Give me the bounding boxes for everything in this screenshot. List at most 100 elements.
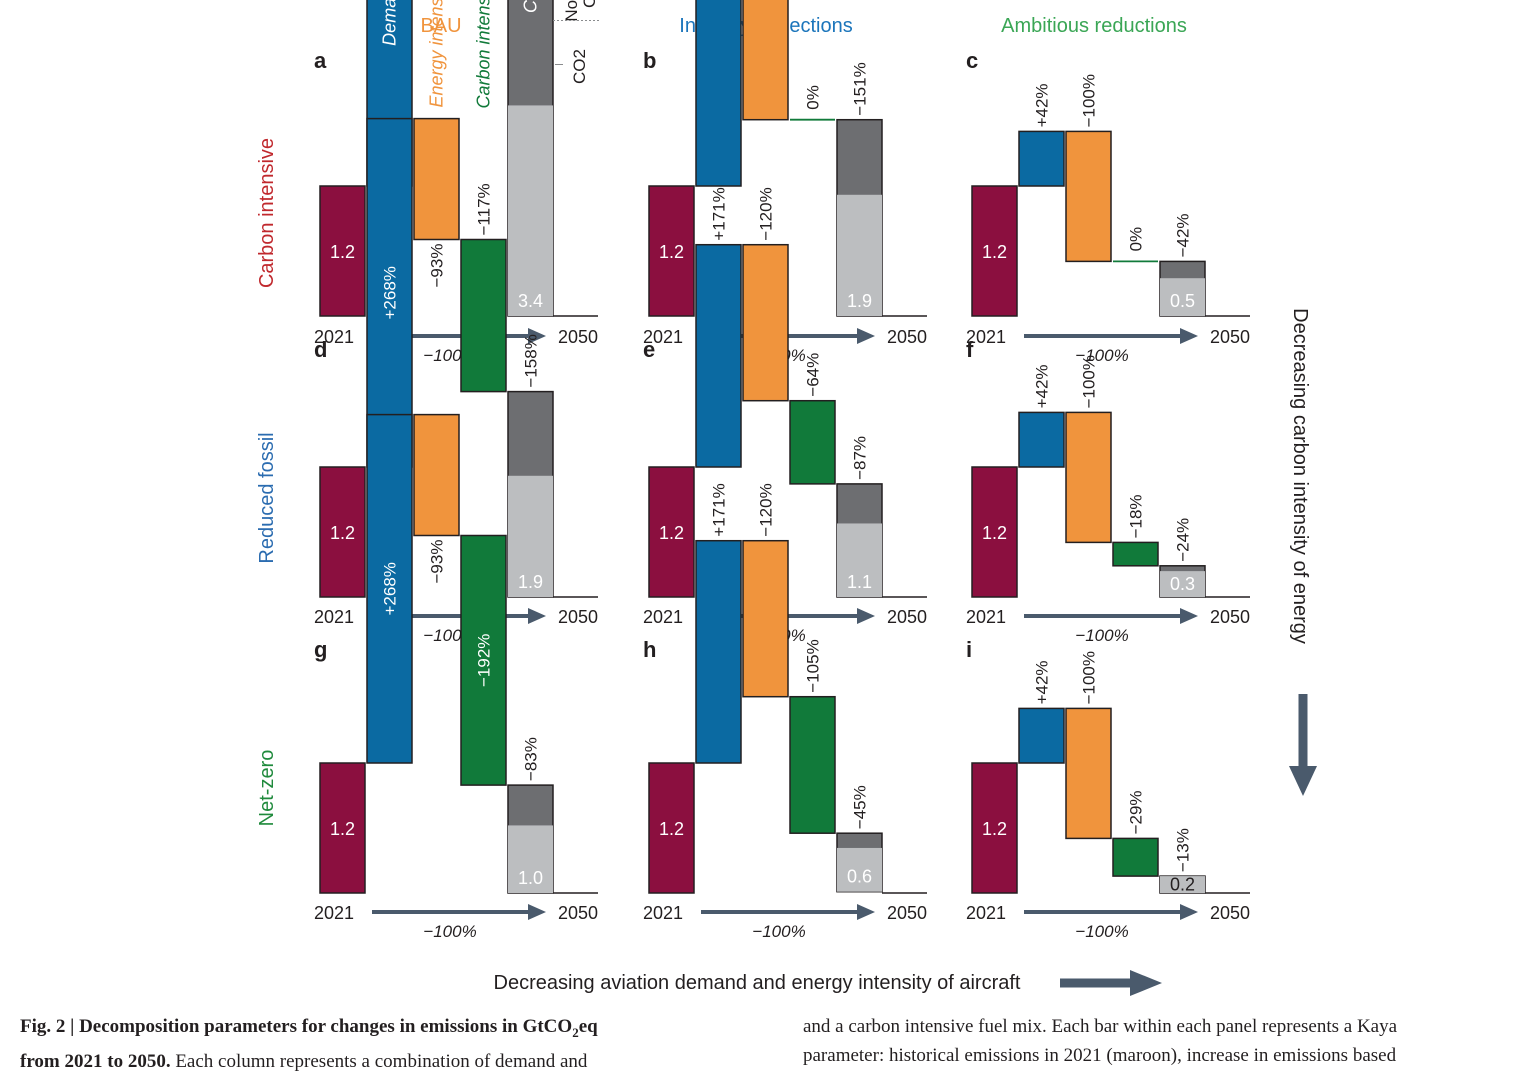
value-remaining-f: 0.3 <box>1170 574 1195 594</box>
bar-remaining-co2-g <box>508 825 553 893</box>
caption-right-line2: parameter: historical emissions in 2021 … <box>803 1045 1397 1066</box>
bar-historical-f <box>971 466 1018 598</box>
label-demand-d: +268% <box>381 266 400 319</box>
value-historical-i: 1.2 <box>982 819 1007 839</box>
caption-right: and a carbon intensive fuel mix. Each ba… <box>803 1012 1523 1070</box>
bar-carbon-intensity-i <box>1112 837 1159 877</box>
value-historical-c: 1.2 <box>982 242 1007 262</box>
year-start-f: 2021 <box>966 607 1006 627</box>
panel-c: c 1.2 0.5 +42% −100% 0% −42% 2021 2050 −100% <box>966 48 1250 365</box>
bar-demand-c <box>1018 130 1065 187</box>
year-start-c: 2021 <box>966 327 1006 347</box>
caption-title-sub: 2 <box>572 1024 579 1040</box>
timeline-arrow-head-e <box>857 608 875 624</box>
bar-historical-a <box>319 185 366 317</box>
bar-remaining-co2-h <box>837 847 882 892</box>
year-end-d: 2050 <box>558 607 598 627</box>
value-historical-g: 1.2 <box>330 819 355 839</box>
bar-remaining-co2-f <box>1160 571 1205 597</box>
label-demand-h: +171% <box>710 483 729 536</box>
year-start-d: 2021 <box>314 607 354 627</box>
label-demand-g: +268% <box>381 562 400 615</box>
bar-historical-e <box>648 466 695 598</box>
value-remaining-g: 1.0 <box>518 868 543 888</box>
column-header-bau: BAU <box>420 15 461 37</box>
label-energy-intensity-e: −120% <box>757 187 776 240</box>
bar-remaining-co2-b <box>837 194 882 316</box>
bar-energy-intensity-i <box>1065 707 1112 840</box>
timeline-arrow-head-a <box>528 328 546 344</box>
bar-carbon-intensity-f <box>1112 541 1159 567</box>
timeline-arrow-head-c <box>1180 328 1198 344</box>
row-header-net-zero: Net-zero <box>256 750 278 827</box>
total-change-g: −100% <box>423 922 476 941</box>
caption-right-line1: and a carbon intensive fuel mix. Each ba… <box>803 1016 1398 1037</box>
year-start-e: 2021 <box>643 607 683 627</box>
caption-title-line2: from 2021 to 2050. <box>20 1050 171 1072</box>
bar-remaining-co2-a <box>508 105 553 317</box>
total-change-f: −100% <box>1075 626 1128 645</box>
timeline-arrow-head-b <box>857 328 875 344</box>
bar-remaining-co2-d <box>508 475 553 597</box>
value-remaining-e: 1.1 <box>847 572 872 592</box>
caption-left-line2: from 2021 to 2050. Each column represent… <box>20 1047 720 1076</box>
value-remaining-i: 0.2 <box>1170 875 1195 895</box>
value-remaining-h: 0.6 <box>847 867 872 887</box>
column-header-ambitious: Ambitious reductions <box>1001 15 1187 37</box>
label-remaining-b: −151% <box>851 62 870 115</box>
timeline-arrow-head-d <box>528 608 546 624</box>
bar-demand-f <box>1018 411 1065 468</box>
value-historical-b: 1.2 <box>659 242 684 262</box>
right-axis-label: Decreasing carbon intensity of energy <box>1289 308 1311 644</box>
value-historical-d: 1.2 <box>330 523 355 543</box>
value-historical-e: 1.2 <box>659 523 684 543</box>
label-carbon-intensity-b: 0% <box>804 85 823 110</box>
panel-h: h 1.2 0.6 +171% −120% −105% −45% 2021 2050 −100% <box>643 483 927 941</box>
bar-demand-e <box>695 243 742 468</box>
bar-remaining-co2-i <box>1160 876 1205 893</box>
label-remaining-h: −45% <box>851 785 870 829</box>
label-remaining-e: −87% <box>851 436 870 480</box>
bar-energy-intensity-g <box>413 413 460 537</box>
bar-demand-i <box>1018 707 1065 764</box>
year-start-b: 2021 <box>643 327 683 347</box>
label-cdr-name: CDR <box>521 0 541 13</box>
bar-energy-intensity-c <box>1065 130 1112 263</box>
year-end-i: 2050 <box>1210 903 1250 923</box>
value-remaining-a: 3.4 <box>518 291 543 311</box>
caption-fig-label: Fig. 2 | <box>20 1016 80 1037</box>
year-end-c: 2050 <box>1210 327 1250 347</box>
bar-carbon-intensity-e <box>789 399 836 485</box>
label-remaining-i: −13% <box>1174 828 1193 872</box>
label-carbon-intensity-d: −117% <box>475 183 494 235</box>
year-end-g: 2050 <box>558 903 598 923</box>
bar-energy-intensity-e <box>742 243 789 402</box>
label-carbon-intensity-c: 0% <box>1127 227 1146 252</box>
label-remaining-d: −158% <box>522 334 541 387</box>
label-carbon-intensity-g: −192% <box>475 634 494 687</box>
value-historical-h: 1.2 <box>659 819 684 839</box>
bar-carbon-intensity-d <box>460 238 507 393</box>
bar-historical-c <box>971 185 1018 317</box>
year-end-f: 2050 <box>1210 607 1250 627</box>
year-end-h: 2050 <box>887 903 927 923</box>
total-change-h: −100% <box>752 922 805 941</box>
panel-letter-b: b <box>643 48 656 73</box>
year-start-h: 2021 <box>643 903 683 923</box>
bar-historical-b <box>648 185 695 317</box>
label-nonco2: Non-CO <box>562 0 581 22</box>
timeline-arrow-head-g <box>528 904 546 920</box>
row-header-carbon-intensive: Carbon intensive <box>256 138 278 288</box>
label-energy-intensity-d: −93% <box>428 244 447 288</box>
caption-left-text: Each column represents a combination of … <box>170 1050 588 1072</box>
year-end-a: 2050 <box>558 327 598 347</box>
label-carbon-intensity-e: −64% <box>804 353 823 397</box>
label-remaining-f: −24% <box>1174 518 1193 562</box>
label-energy-intensity-f: −100% <box>1080 355 1099 408</box>
bottom-axis-arrow-head <box>1130 970 1162 996</box>
year-start-a: 2021 <box>314 327 354 347</box>
label-co2: CO2 <box>570 49 589 84</box>
label-remaining-c: −42% <box>1174 213 1193 257</box>
row-header-reduced-fossil: Reduced fossil <box>256 432 278 563</box>
label-demand-i: +42% <box>1033 660 1052 704</box>
